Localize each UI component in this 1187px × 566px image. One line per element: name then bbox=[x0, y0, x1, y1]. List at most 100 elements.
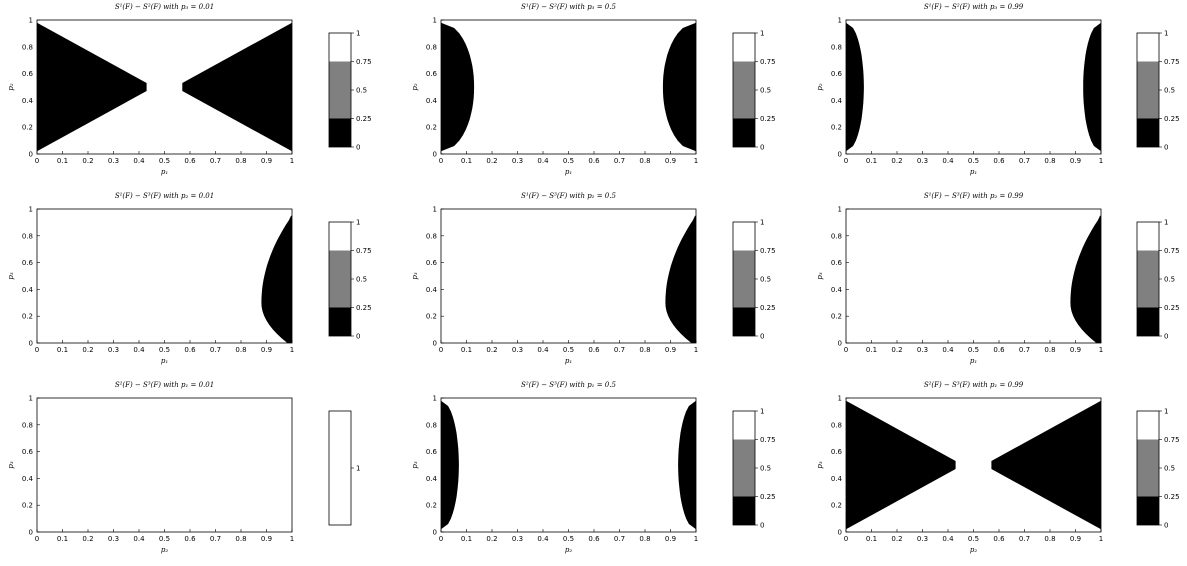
x-axis-label: p₁ bbox=[970, 357, 977, 365]
y-tick-label: 0 bbox=[433, 340, 437, 348]
x-tick-label: 1 bbox=[290, 346, 294, 354]
region-value-0 bbox=[37, 22, 147, 152]
colorbar-tick-label: 0.75 bbox=[1164, 247, 1180, 255]
colorbar-tick-label: 1 bbox=[356, 219, 360, 227]
colorbar-tick-label: 0.5 bbox=[760, 276, 771, 284]
x-tick-label: 0.9 bbox=[261, 157, 272, 165]
x-tick-label: 0 bbox=[35, 346, 39, 354]
x-tick-label: 0.8 bbox=[235, 535, 246, 543]
y-tick-label: 0.8 bbox=[426, 421, 437, 429]
y-tick-label: 0.8 bbox=[22, 421, 33, 429]
x-tick-label: 0.5 bbox=[968, 346, 979, 354]
y-tick-label: 0 bbox=[29, 340, 33, 348]
x-tick-label: 0.7 bbox=[210, 535, 221, 543]
x-tick-label: 0 bbox=[35, 157, 39, 165]
panel-title: S¹(F) − S³(F) with p₂ = 0.5 bbox=[521, 192, 616, 200]
x-axis-label: p₂ bbox=[970, 546, 977, 554]
x-axis-label: p₁ bbox=[161, 168, 168, 176]
y-tick-label: 0.2 bbox=[426, 124, 437, 132]
colorbar-tick-label: 0 bbox=[356, 144, 360, 152]
colorbar-segment bbox=[329, 33, 351, 62]
heatmap-panel: S¹(F) − S²(F) with p₃ = 0.5 0 0.1 0.2 0.3 0.4… bbox=[411, 3, 776, 176]
x-tick-label: 0.6 bbox=[588, 535, 600, 543]
region-value-0 bbox=[846, 400, 956, 530]
region-value-0 bbox=[441, 400, 459, 530]
plot-area bbox=[440, 208, 697, 344]
x-tick-label: 0.5 bbox=[563, 157, 574, 165]
y-tick-label: 0.2 bbox=[22, 124, 33, 132]
colorbar-tick-label: 0.5 bbox=[1164, 465, 1175, 473]
x-tick-label: 0.6 bbox=[184, 346, 196, 354]
colorbar-tick-label: 0 bbox=[1164, 333, 1168, 341]
x-tick-label: 0.7 bbox=[210, 157, 221, 165]
plot-area bbox=[36, 397, 293, 533]
region-value-0 bbox=[678, 400, 696, 530]
x-tick-label: 0.4 bbox=[942, 157, 954, 165]
x-tick-label: 0.6 bbox=[993, 157, 1005, 165]
x-tick-label: 0.4 bbox=[537, 346, 549, 354]
colorbar-segment bbox=[1137, 496, 1159, 525]
x-tick-label: 0.6 bbox=[993, 346, 1005, 354]
y-tick-label: 1 bbox=[838, 395, 842, 403]
panel-title: S²(F) − S³(F) with p₁ = 0.5 bbox=[521, 381, 616, 389]
colorbar-segment bbox=[329, 61, 351, 119]
y-axis-label: p₃ bbox=[411, 272, 419, 279]
plot-area bbox=[845, 208, 1102, 344]
colorbar-segment bbox=[733, 439, 755, 497]
x-tick-label: 0.6 bbox=[993, 535, 1005, 543]
x-tick-label: 0.7 bbox=[614, 535, 625, 543]
y-tick-label: 0.2 bbox=[831, 124, 842, 132]
x-tick-label: 1 bbox=[1099, 535, 1103, 543]
colorbar-tick-label: 0.75 bbox=[1164, 436, 1180, 444]
x-tick-label: 0.5 bbox=[968, 157, 979, 165]
region-value-0 bbox=[441, 22, 475, 152]
x-tick-label: 0.7 bbox=[614, 346, 625, 354]
colorbar-tick-label: 1 bbox=[760, 30, 764, 38]
colorbar-tick-label: 0.5 bbox=[356, 87, 367, 95]
y-tick-label: 0.6 bbox=[831, 448, 843, 456]
x-tick-label: 0.2 bbox=[82, 535, 93, 543]
x-tick-label: 0.4 bbox=[537, 535, 549, 543]
x-tick-label: 0 bbox=[439, 346, 443, 354]
y-tick-label: 0.8 bbox=[831, 43, 842, 51]
panel-title: S¹(F) − S²(F) with p₃ = 0.5 bbox=[521, 3, 616, 11]
x-tick-label: 0.8 bbox=[639, 157, 650, 165]
y-tick-label: 0.6 bbox=[831, 70, 843, 78]
x-axis-label: p₁ bbox=[565, 357, 572, 365]
y-axis-label: p₃ bbox=[411, 461, 419, 468]
x-tick-label: 0.1 bbox=[461, 535, 472, 543]
colorbar-tick-label: 0.5 bbox=[1164, 276, 1175, 284]
y-tick-label: 1 bbox=[29, 395, 33, 403]
colorbar-tick-label: 0.5 bbox=[760, 465, 771, 473]
x-tick-label: 0.9 bbox=[1070, 346, 1081, 354]
colorbar-tick-label: 0.75 bbox=[760, 247, 776, 255]
x-tick-label: 0.6 bbox=[588, 157, 600, 165]
panel-title: S¹(F) − S³(F) with p₂ = 0.99 bbox=[924, 192, 1024, 200]
y-tick-label: 0 bbox=[838, 340, 842, 348]
x-tick-label: 0.8 bbox=[235, 346, 246, 354]
x-tick-label: 1 bbox=[1099, 157, 1103, 165]
y-tick-label: 0 bbox=[433, 151, 437, 159]
x-tick-label: 0.9 bbox=[1070, 535, 1081, 543]
x-tick-label: 0.3 bbox=[108, 157, 119, 165]
region-value-0 bbox=[1070, 215, 1101, 343]
colorbar-tick-label: 0.25 bbox=[760, 115, 776, 123]
x-tick-label: 0.4 bbox=[133, 346, 145, 354]
colorbar-tick-label: 0 bbox=[1164, 522, 1168, 530]
x-tick-label: 0.4 bbox=[942, 346, 954, 354]
colorbar-tick-label: 0 bbox=[356, 333, 360, 341]
x-tick-label: 1 bbox=[694, 346, 698, 354]
x-tick-label: 0.9 bbox=[665, 535, 676, 543]
x-axis-label: p₂ bbox=[565, 546, 572, 554]
x-tick-label: 0.1 bbox=[461, 346, 472, 354]
x-tick-label: 0.1 bbox=[461, 157, 472, 165]
colorbar-tick-label: 0.75 bbox=[760, 436, 776, 444]
x-tick-label: 0.1 bbox=[57, 535, 68, 543]
x-tick-label: 0.6 bbox=[184, 157, 196, 165]
x-tick-label: 0.8 bbox=[1044, 346, 1055, 354]
heatmap-panel: S²(F) − S³(F) with p₁ = 0.99 0 0.1 0.2 0.3 0.… bbox=[816, 381, 1180, 554]
x-tick-label: 0.2 bbox=[891, 535, 902, 543]
y-tick-label: 0.6 bbox=[426, 259, 438, 267]
x-tick-label: 0.1 bbox=[57, 346, 68, 354]
x-tick-label: 0.3 bbox=[917, 157, 928, 165]
